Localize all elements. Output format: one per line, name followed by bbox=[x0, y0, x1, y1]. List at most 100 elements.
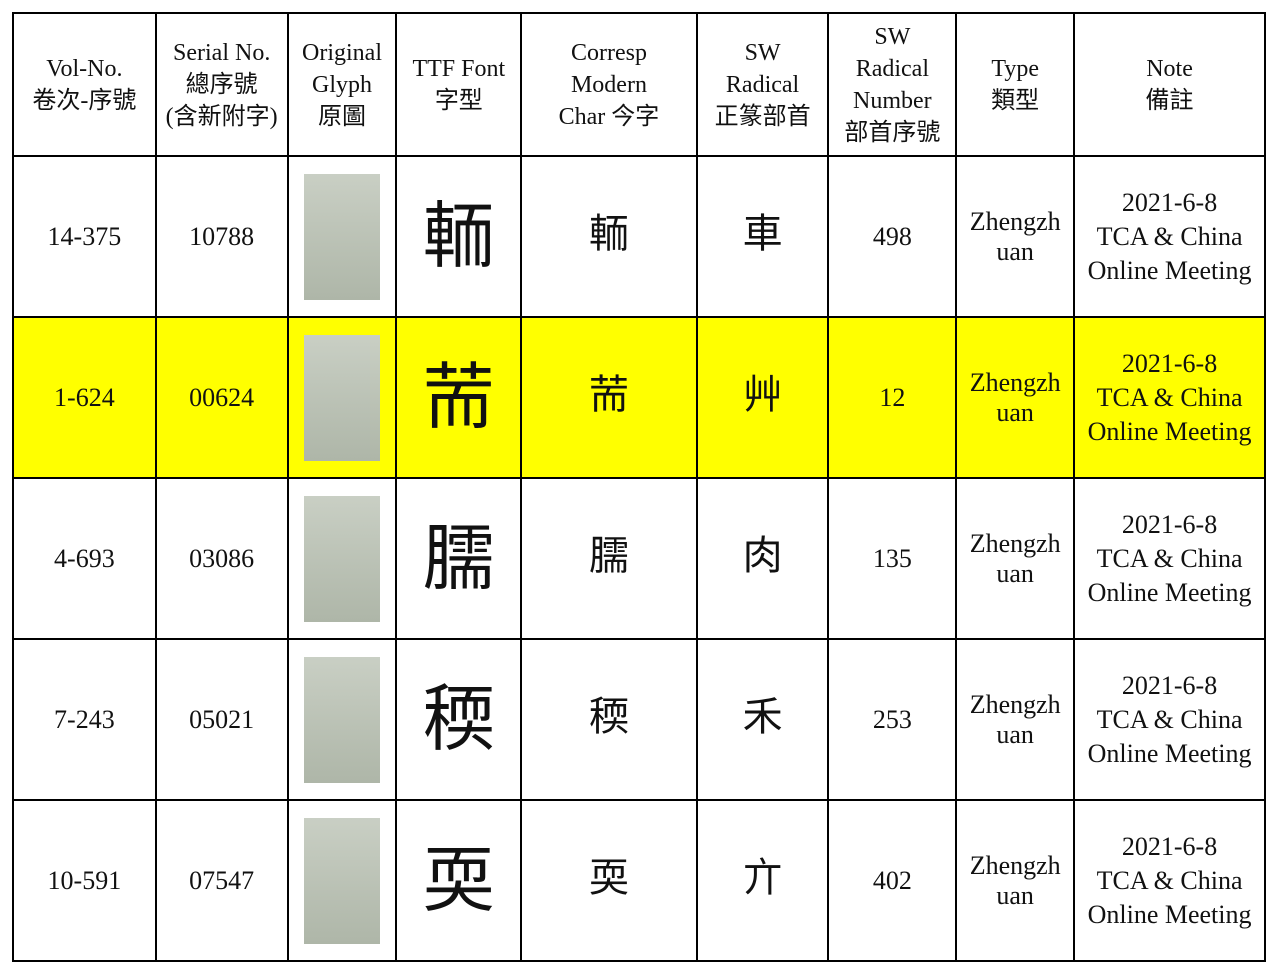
table-row: 10-591 07547 耎 耎 亣 402 Zhengzhuan 2021-6-8 TCA &… bbox=[12, 799, 1266, 962]
modern-char: 荋 bbox=[588, 372, 629, 417]
ttf-glyph: 耎 bbox=[422, 840, 495, 921]
radical: 禾 bbox=[742, 694, 783, 739]
ttf-glyph-cell: 輀 bbox=[395, 155, 523, 318]
header-text: Vol-No. bbox=[46, 55, 123, 82]
serial-no: 05021 bbox=[154, 638, 289, 801]
type-cell: Zhengzhuan bbox=[955, 477, 1076, 640]
serial-no: 07547 bbox=[154, 799, 289, 962]
radical: 亣 bbox=[742, 855, 783, 900]
note-text: Online Meeting bbox=[1087, 255, 1252, 285]
header-cell: SW Radical 正篆部首 bbox=[695, 12, 830, 157]
original-glyph-image bbox=[304, 656, 381, 783]
ttf-glyph: 臑 bbox=[422, 518, 495, 599]
serial-no: 00624 bbox=[154, 316, 289, 479]
header-text: 卷次-序號 bbox=[32, 87, 137, 114]
original-glyph-cell bbox=[286, 638, 398, 801]
type-cell: Zhengzhuan bbox=[955, 155, 1076, 318]
radical: 肉 bbox=[742, 533, 783, 578]
header-text: 原圖 bbox=[318, 103, 367, 130]
type: Zhengzhuan bbox=[969, 850, 1061, 910]
vol-no: 10-591 bbox=[12, 799, 157, 962]
vol-no: 4-693 bbox=[12, 477, 157, 640]
note-text: Online Meeting bbox=[1087, 416, 1252, 446]
table-row: 4-693 03086 臑 臑 肉 135 Zhengzhuan 2021-6-8 TCA & … bbox=[12, 477, 1266, 640]
vol-no: 7-243 bbox=[12, 638, 157, 801]
note-cell: 2021-6-8 TCA & China Online Meeting bbox=[1073, 477, 1266, 640]
note-text: 2021-6-8 bbox=[1121, 348, 1218, 378]
type-cell: Zhengzhuan bbox=[955, 799, 1076, 962]
modern-char: 臑 bbox=[588, 533, 629, 578]
radical-cell: 肉 bbox=[695, 477, 830, 640]
header-text: Glyph bbox=[312, 71, 373, 98]
note-text: 2021-6-8 bbox=[1121, 509, 1218, 539]
header-cell: Serial No. 總序號 (含新附字) bbox=[154, 12, 289, 157]
modern-char-cell: 臑 bbox=[520, 477, 698, 640]
header-text: Serial No. bbox=[173, 39, 271, 66]
original-glyph-image bbox=[304, 495, 381, 622]
ttf-glyph: 輀 bbox=[422, 196, 495, 277]
modern-char: 耎 bbox=[588, 855, 629, 900]
radical-cell: 艸 bbox=[695, 316, 830, 479]
note-text: 2021-6-8 bbox=[1121, 187, 1218, 217]
radical: 車 bbox=[742, 211, 783, 256]
table-body: 14-375 10788 輀輀車 498 Zhengzhuan 2021-6-8 TCA &… bbox=[12, 155, 1266, 962]
vol-no: 14-375 bbox=[12, 155, 157, 318]
header-cell: SW Radical Number 部首序號 bbox=[827, 12, 958, 157]
header-text: Radical bbox=[855, 55, 930, 82]
header-cell: TTF Font 字型 bbox=[395, 12, 523, 157]
radical-cell: 亣 bbox=[695, 799, 830, 962]
type: Zhengzhuan bbox=[969, 206, 1061, 266]
original-glyph-image bbox=[304, 173, 381, 300]
note-cell: 2021-6-8 TCA & China Online Meeting bbox=[1073, 316, 1266, 479]
note-text: Online Meeting bbox=[1087, 577, 1252, 607]
note-text: 2021-6-8 bbox=[1121, 670, 1218, 700]
ttf-glyph-cell: 耎 bbox=[395, 799, 523, 962]
vol-no: 1-624 bbox=[12, 316, 157, 479]
note-text: 2021-6-8 bbox=[1121, 831, 1218, 861]
radical-number: 253 bbox=[827, 638, 958, 801]
header-text: SW bbox=[744, 39, 781, 66]
note-text: Online Meeting bbox=[1087, 738, 1252, 768]
type: Zhengzhuan bbox=[969, 528, 1061, 588]
header-cell: Note 備註 bbox=[1073, 12, 1266, 157]
header-cell: Corresp Modern Char 今字 bbox=[520, 12, 698, 157]
table-row: 14-375 10788 輀 輀 車 498 Zhengzhuan 2021-6-8 TCA &… bbox=[12, 155, 1266, 318]
serial-no: 10788 bbox=[154, 155, 289, 318]
header-text: Type bbox=[991, 55, 1039, 82]
header-text: 正篆部首 bbox=[714, 103, 811, 130]
header-text: 字型 bbox=[434, 87, 483, 114]
header-text: Corresp bbox=[570, 39, 647, 66]
original-glyph-cell bbox=[286, 477, 398, 640]
radical-cell: 禾 bbox=[695, 638, 830, 801]
ttf-glyph-cell: 荋 bbox=[395, 316, 523, 479]
header-text: (含新附字) bbox=[165, 103, 278, 130]
radical-number: 402 bbox=[827, 799, 958, 962]
table-row: 7-243 05021 稬 稬 禾 253 Zhengzhuan 2021-6-8 TCA & … bbox=[12, 638, 1266, 801]
note-text: TCA & China bbox=[1096, 704, 1243, 734]
original-glyph-cell bbox=[286, 316, 398, 479]
radical: 艸 bbox=[742, 372, 783, 417]
header-text: 類型 bbox=[991, 87, 1040, 114]
glyph-table: Vol-No. 卷次-序號 Serial No. 總序號 (含新附字) Original G… bbox=[12, 12, 1266, 962]
header-text: TTF Font bbox=[412, 55, 506, 82]
radical-number: 12 bbox=[827, 316, 958, 479]
header-text: Radical bbox=[725, 71, 800, 98]
type: Zhengzhuan bbox=[969, 689, 1061, 749]
radical-number: 135 bbox=[827, 477, 958, 640]
header-text: Original bbox=[302, 39, 382, 66]
original-glyph-cell bbox=[286, 155, 398, 318]
ttf-glyph: 稬 bbox=[422, 679, 495, 760]
original-glyph-image bbox=[304, 334, 381, 461]
type-cell: Zhengzhuan bbox=[955, 316, 1076, 479]
header-cell: Type 類型 bbox=[955, 12, 1076, 157]
note-text: TCA & China bbox=[1096, 865, 1243, 895]
header-text: Note bbox=[1146, 55, 1193, 82]
header-text: Number bbox=[853, 87, 932, 114]
header-text: Char 今字 bbox=[558, 103, 660, 130]
note-text: Online Meeting bbox=[1087, 899, 1252, 929]
note-text: TCA & China bbox=[1096, 382, 1243, 412]
radical-cell: 車 bbox=[695, 155, 830, 318]
table-row: 1-624 00624 荋 荋 艸 12 Zhengzhuan 2021-6-8 TCA & C… bbox=[12, 316, 1266, 479]
modern-char: 稬 bbox=[588, 694, 629, 739]
